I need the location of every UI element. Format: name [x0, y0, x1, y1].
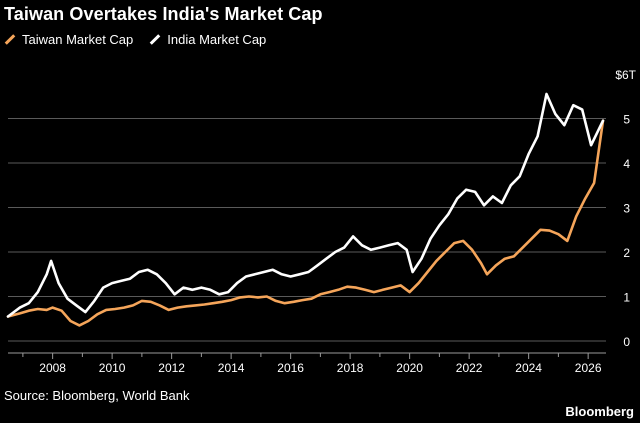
- x-tick-label-2022: 2022: [456, 361, 483, 375]
- source-note: Source: Bloomberg, World Bank: [4, 388, 190, 403]
- chart-title: Taiwan Overtakes India's Market Cap: [4, 4, 323, 24]
- series-line-taiwan: [6, 119, 605, 327]
- y-axis-ticks: 0 1 2 3 4 5 $6T: [615, 68, 636, 349]
- x-tick-label-2024: 2024: [515, 361, 542, 375]
- brand-logo-text: Bloomberg: [565, 404, 634, 419]
- legend-label-india: India Market Cap: [167, 32, 267, 47]
- legend-label-taiwan: Taiwan Market Cap: [22, 32, 134, 47]
- legend-item-taiwan: Taiwan Market Cap: [4, 32, 133, 47]
- x-tick-label-2016: 2016: [277, 361, 304, 375]
- legend: Taiwan Market Cap India Market Cap: [4, 32, 266, 47]
- grid-lines: [8, 118, 606, 342]
- x-tick-label-2014: 2014: [218, 361, 245, 375]
- y-unit-label: $6T: [615, 68, 636, 82]
- series-lines: [6, 92, 605, 327]
- y-tick-label-4: 4: [623, 157, 630, 171]
- x-tick-label-2018: 2018: [337, 361, 364, 375]
- x-tick-label-2026: 2026: [575, 361, 602, 375]
- y-tick-label-2: 2: [623, 246, 630, 260]
- y-tick-label-5: 5: [623, 113, 630, 127]
- series-line-india: [6, 92, 605, 318]
- y-tick-label-1: 1: [623, 291, 630, 305]
- x-axis-ticks: 2008 2010 2012 2014 2016 2018 2020 2022 2024 2026: [8, 352, 606, 375]
- legend-item-india: India Market Cap: [149, 32, 266, 47]
- x-tick-label-2010: 2010: [99, 361, 126, 375]
- x-tick-label-2012: 2012: [158, 361, 185, 375]
- x-tick-label-2020: 2020: [396, 361, 423, 375]
- x-tick-label-2008: 2008: [39, 361, 66, 375]
- y-tick-label-0: 0: [623, 335, 630, 349]
- y-tick-label-3: 3: [623, 202, 630, 216]
